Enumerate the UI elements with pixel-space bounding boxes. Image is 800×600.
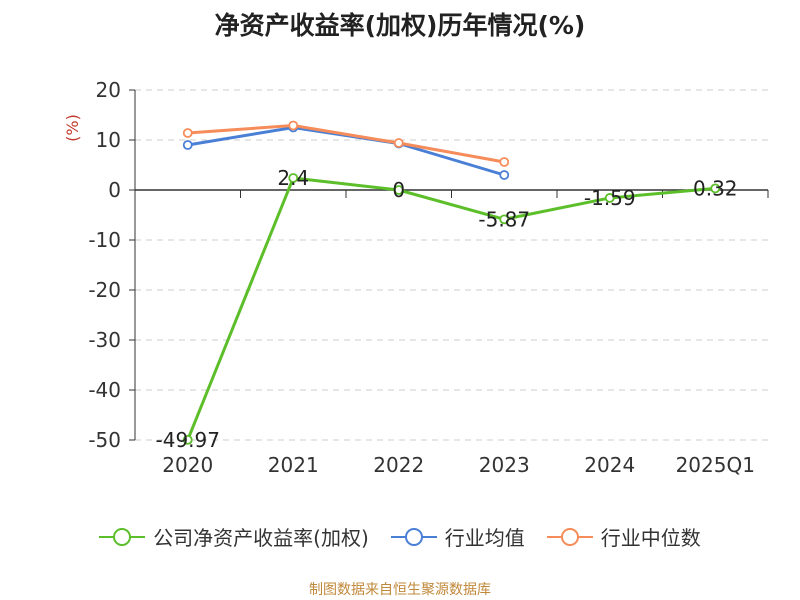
x-tick-label: 2020 bbox=[162, 453, 213, 477]
legend-label-company: 公司净资产收益率(加权) bbox=[153, 526, 369, 550]
data-point bbox=[182, 140, 193, 150]
y-tick-label: -30 bbox=[88, 328, 121, 352]
y-tick-label: -20 bbox=[88, 278, 121, 302]
data-point bbox=[499, 157, 510, 167]
data-point bbox=[182, 434, 193, 445]
chart-title: 净资产收益率(加权)历年情况(%) bbox=[214, 11, 586, 40]
data-label: 0.32 bbox=[693, 176, 738, 200]
y-tick-label: 10 bbox=[96, 128, 121, 152]
legend-label-industry-mean: 行业均值 bbox=[444, 526, 525, 550]
data-point bbox=[604, 193, 615, 203]
series-line-0 bbox=[186, 176, 716, 441]
legend-item-company[interactable]: 公司净资产收益率(加权) bbox=[99, 522, 369, 551]
y-tick-label: -10 bbox=[88, 228, 121, 252]
x-tick-label: 2021 bbox=[268, 453, 319, 477]
data-point bbox=[393, 185, 404, 195]
x-tick-label: 2024 bbox=[584, 453, 635, 477]
source-note: 制图数据来自恒生聚源数据库 bbox=[309, 582, 491, 598]
data-label: -5.87 bbox=[478, 207, 530, 231]
legend-item-industry-mean[interactable]: 行业均值 bbox=[390, 522, 525, 551]
legend: 公司净资产收益率(加权) 行业均值 行业中位数 bbox=[0, 522, 800, 551]
legend-item-industry-median[interactable]: 行业中位数 bbox=[546, 522, 701, 551]
series-line-2 bbox=[187, 124, 505, 164]
data-point bbox=[710, 183, 721, 194]
data-point bbox=[182, 128, 193, 138]
legend-swatch-industry-mean bbox=[390, 527, 437, 546]
y-axis-label: (%) bbox=[63, 114, 82, 142]
x-tick-label: 2025Q1 bbox=[676, 453, 755, 477]
data-label: 0 bbox=[392, 178, 405, 202]
x-tick-label: 2023 bbox=[479, 453, 530, 477]
y-tick-label: 0 bbox=[108, 178, 121, 202]
data-point bbox=[393, 138, 404, 148]
y-tick-label: -40 bbox=[88, 378, 121, 402]
data-point bbox=[499, 170, 510, 180]
legend-label-industry-median: 行业中位数 bbox=[600, 526, 701, 550]
y-tick-label: -50 bbox=[88, 428, 121, 452]
data-point bbox=[288, 120, 299, 131]
data-label: -1.59 bbox=[584, 186, 636, 210]
y-tick-label: 20 bbox=[96, 78, 121, 102]
legend-swatch-industry-median bbox=[546, 527, 593, 546]
legend-swatch-company bbox=[99, 527, 146, 546]
data-point bbox=[499, 214, 510, 225]
x-tick-label: 2022 bbox=[373, 453, 424, 477]
data-point bbox=[288, 173, 299, 183]
data-label: -49.97 bbox=[156, 428, 220, 452]
data-label: 2.4 bbox=[277, 166, 309, 190]
